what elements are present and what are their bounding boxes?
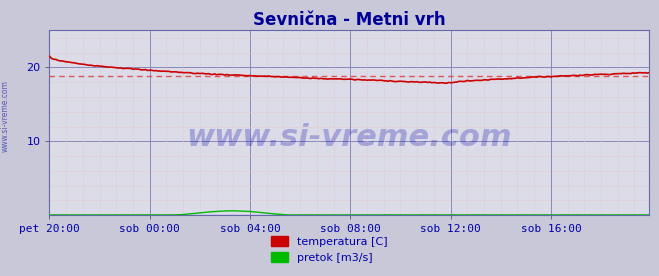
Title: Sevnična - Metni vrh: Sevnična - Metni vrh <box>253 11 445 29</box>
Legend: temperatura [C], pretok [m3/s]: temperatura [C], pretok [m3/s] <box>267 232 392 268</box>
Text: www.si-vreme.com: www.si-vreme.com <box>1 80 10 152</box>
Text: www.si-vreme.com: www.si-vreme.com <box>186 123 512 152</box>
